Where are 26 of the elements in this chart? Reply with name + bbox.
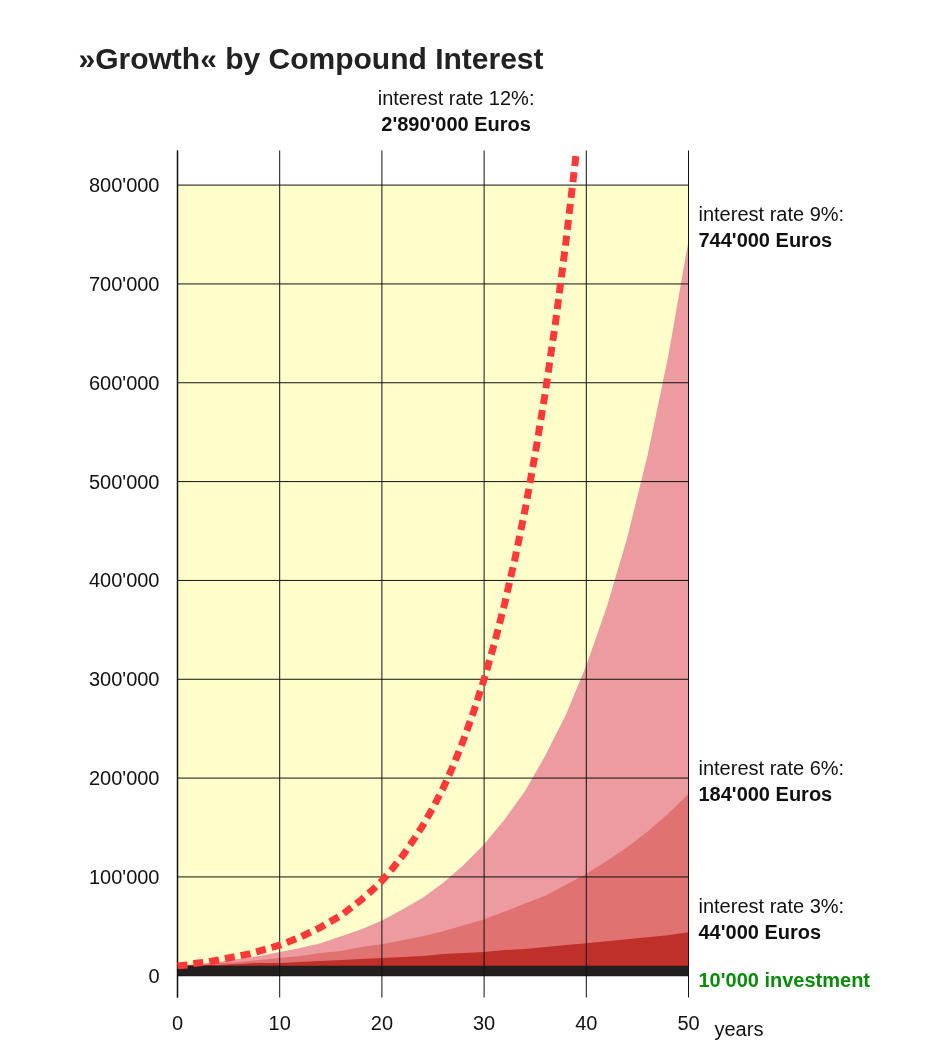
y-tick-label: 700'000	[88, 272, 160, 295]
y-tick-label: 400'000	[88, 569, 160, 592]
x-tick-label: 50	[677, 1011, 700, 1034]
y-tick-label: 600'000	[88, 371, 160, 394]
y-tick-label: 200'000	[88, 767, 160, 790]
y-tick-label: 100'000	[88, 865, 160, 888]
text: interest rate 12%:	[377, 86, 535, 109]
chart-title: »Growth« by Compound Interest	[78, 42, 544, 75]
text: interest rate 6%:	[698, 756, 845, 779]
x-axis-title: years	[714, 1017, 764, 1040]
text: interest rate 9%:	[698, 203, 845, 226]
y-tick-label: 0	[148, 964, 160, 987]
text: 44'000 Euros	[698, 921, 822, 944]
text: 184'000 Euros	[698, 782, 833, 805]
text: 744'000 Euros	[698, 229, 833, 252]
y-tick-label: 500'000	[88, 470, 160, 493]
text: interest rate 3%:	[698, 895, 845, 918]
x-tick-label: 0	[171, 1011, 184, 1034]
x-tick-label: 20	[370, 1011, 394, 1034]
y-tick-label: 300'000	[88, 668, 160, 691]
series-label: 10'000 investment	[698, 968, 871, 991]
x-tick-label: 30	[472, 1011, 496, 1034]
x-tick-label: 10	[268, 1011, 291, 1034]
text: 2'890'000 Euros	[381, 112, 531, 135]
y-tick-label: 800'000	[88, 174, 160, 197]
x-tick-label: 40	[575, 1011, 598, 1034]
